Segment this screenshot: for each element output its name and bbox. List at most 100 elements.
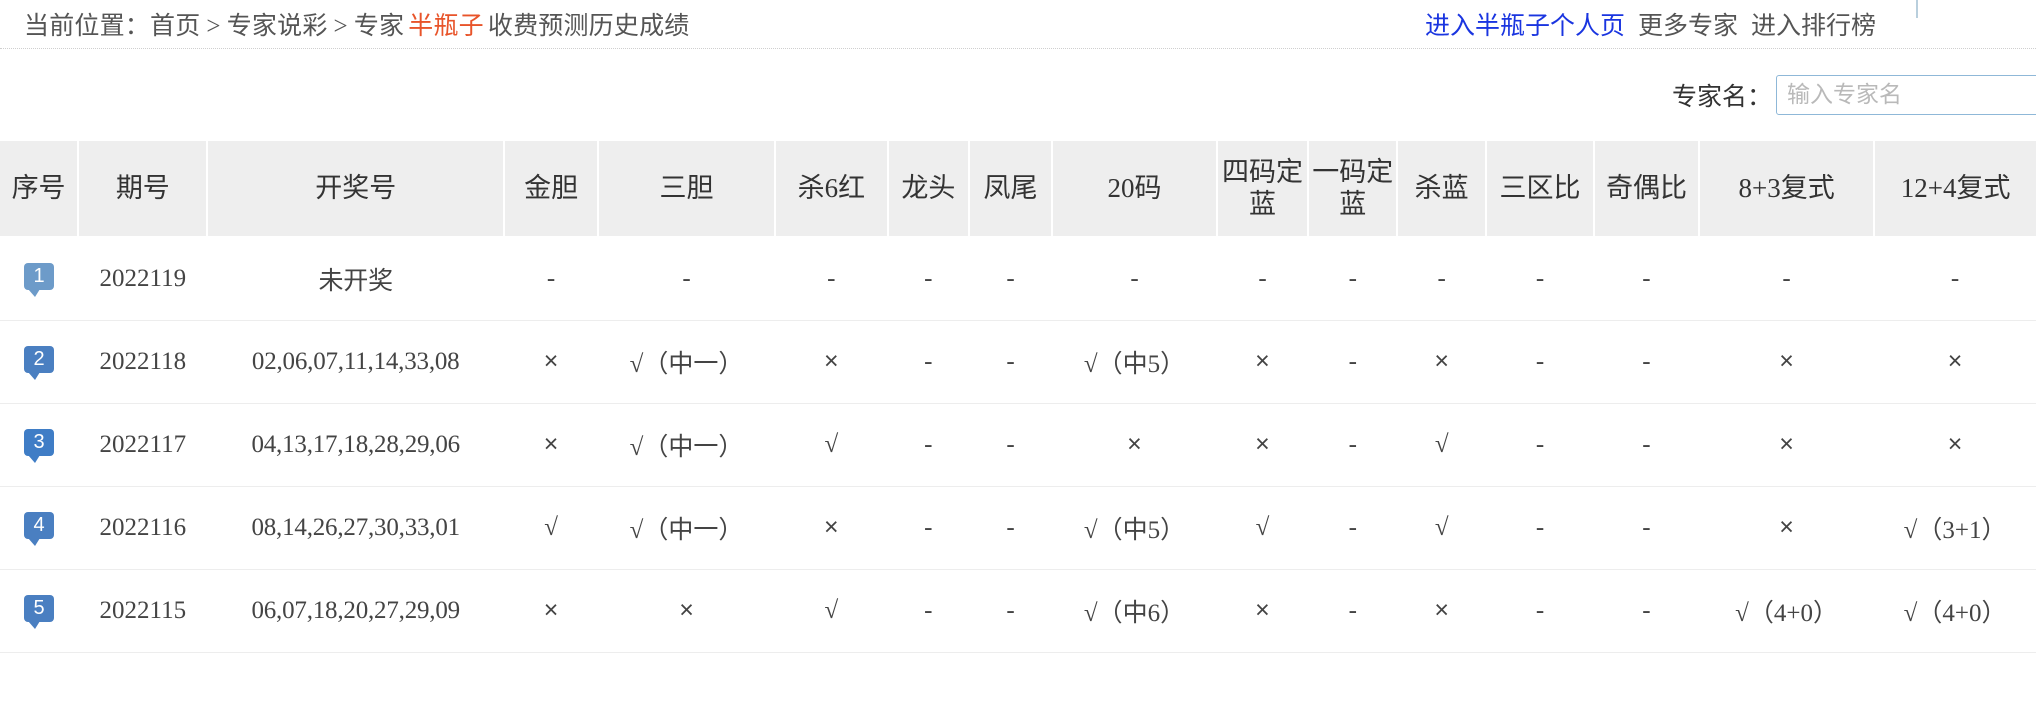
sequence-number: 1 <box>33 265 45 288</box>
sequence-badge-wrap: 3 <box>24 427 55 463</box>
row-sequence-cell: 2 <box>0 320 79 404</box>
row-result-cell: - <box>887 237 969 321</box>
row-result-cell: - <box>1308 403 1398 487</box>
row-result-cell: × <box>774 486 888 570</box>
sequence-badge-wrap: 5 <box>24 593 55 629</box>
row-result-cell: - <box>1699 237 1875 321</box>
row-result-cell: √ <box>774 569 888 653</box>
column-header-issue: 期号 <box>78 141 209 238</box>
expert-search-input[interactable] <box>1776 75 2036 115</box>
table-row[interactable]: 3 2022117 04,13,17,18,28,29,06 × √（中一） √ - - × × -… <box>0 403 2036 487</box>
sequence-badge: 4 <box>24 512 55 546</box>
row-result-cell: × <box>1216 403 1309 487</box>
column-header-8plus3: 8+3复式 <box>1699 141 1876 238</box>
row-result-cell: - <box>1593 569 1700 653</box>
breadcrumb-expert-label: 专家 <box>353 13 405 40</box>
row-result-cell: × <box>1874 403 2036 487</box>
sequence-badge: 2 <box>24 346 55 380</box>
sequence-number: 2 <box>33 348 45 370</box>
row-result-cell: - <box>1486 320 1594 404</box>
row-issue-cell: 2022118 <box>78 320 208 404</box>
sequence-badge: 1 <box>24 263 55 298</box>
table-header: 序号 期号 开奖号 金胆 三胆 杀6红 龙头 凤尾 20码 四码定蓝 一码定蓝 … <box>0 141 2036 238</box>
row-result-cell: √ <box>1397 486 1487 570</box>
column-header-20ma: 20码 <box>1052 141 1218 238</box>
row-result-cell: √（3+1） <box>1874 486 2036 570</box>
row-result-cell: × <box>1874 320 2036 404</box>
breadcrumb-expert-name: 半瓶子 <box>408 13 484 40</box>
row-result-cell: × <box>1052 403 1217 487</box>
table-row[interactable]: 4 2022116 08,14,26,27,30,33,01 √ √（中一） × - - √（中… <box>0 486 2036 570</box>
table-row[interactable]: 5 2022115 06,07,18,20,27,29,09 × × √ - - √（中6） × -… <box>0 569 2036 653</box>
enter-ranking-link[interactable]: 进入排行榜 <box>1750 13 1876 40</box>
column-header-jioubi: 奇偶比 <box>1593 141 1701 238</box>
row-result-cell: × <box>503 320 599 404</box>
sequence-badge: 5 <box>24 595 55 629</box>
table-header-row: 序号 期号 开奖号 金胆 三胆 杀6红 龙头 凤尾 20码 四码定蓝 一码定蓝 … <box>0 141 2036 238</box>
row-result-cell: × <box>503 403 599 487</box>
row-result-cell: - <box>887 320 969 404</box>
row-issue-cell: 2022117 <box>78 403 208 487</box>
row-result-cell: × <box>1397 569 1487 653</box>
row-result-cell: × <box>503 569 599 653</box>
row-result-cell: - <box>1308 237 1398 321</box>
row-result-cell: √ <box>1216 486 1309 570</box>
row-result-cell: √（中5） <box>1052 486 1217 570</box>
row-result-cell: - <box>1593 403 1700 487</box>
row-result-cell: - <box>1593 320 1700 404</box>
sequence-badge-wrap: 4 <box>24 510 55 546</box>
row-result-cell: × <box>1216 320 1309 404</box>
row-result-cell: × <box>1216 569 1309 653</box>
row-sequence-cell: 1 <box>0 237 79 321</box>
row-result-cell: - <box>1216 237 1309 321</box>
row-result-cell: √（中一） <box>598 403 775 487</box>
breadcrumb-section-link[interactable]: 专家说彩 <box>226 13 328 40</box>
row-result-cell: √（中6） <box>1052 569 1217 653</box>
table-row[interactable]: 2 2022118 02,06,07,11,14,33,08 × √（中一） × - - √（中… <box>0 320 2036 404</box>
column-header-jindan: 金胆 <box>503 141 600 238</box>
row-sequence-cell: 4 <box>0 486 79 570</box>
column-header-yimadinglan: 一码定蓝 <box>1308 141 1399 238</box>
table-row[interactable]: 1 2022119 未开奖 - - - - - - - - - - - - - <box>0 237 2036 321</box>
row-issue-cell: 2022116 <box>78 486 208 570</box>
more-experts-link[interactable]: 更多专家 <box>1637 13 1738 40</box>
column-header-shalan: 杀蓝 <box>1397 141 1488 238</box>
row-result-cell: √ <box>774 403 888 487</box>
breadcrumb-separator-2: > <box>333 13 348 40</box>
row-result-cell: - <box>968 486 1053 570</box>
column-header-sha6hong: 杀6红 <box>774 141 889 238</box>
row-result-cell: √ <box>1397 403 1487 487</box>
row-result-cell: - <box>968 569 1053 653</box>
row-result-cell: - <box>1308 486 1398 570</box>
row-result-cell: - <box>1593 486 1700 570</box>
caret-marker <box>1916 0 1918 18</box>
breadcrumb-suffix: 收费预测历史成绩 <box>487 13 690 40</box>
prediction-history-table: 序号 期号 开奖号 金胆 三胆 杀6红 龙头 凤尾 20码 四码定蓝 一码定蓝 … <box>0 141 2036 653</box>
sequence-number: 4 <box>33 514 45 536</box>
row-result-cell: - <box>1486 569 1594 653</box>
expert-search-label: 专家名： <box>1671 84 1772 111</box>
row-result-cell: - <box>1397 237 1487 321</box>
table-body: 1 2022119 未开奖 - - - - - - - - - - - - -2 2022118 02,06,07… <box>0 237 2036 653</box>
breadcrumb-home-link[interactable]: 首页 <box>150 13 201 40</box>
row-result-cell: - <box>887 569 969 653</box>
column-header-12plus4: 12+4复式 <box>1874 141 2036 238</box>
row-result-cell: × <box>1397 320 1487 404</box>
column-header-longtou: 龙头 <box>887 141 970 238</box>
row-result-cell: - <box>1308 320 1398 404</box>
sequence-number: 3 <box>33 431 45 453</box>
sequence-badge: 3 <box>24 429 55 463</box>
row-result-cell: - <box>1593 237 1700 321</box>
sequence-badge-wrap: 2 <box>24 344 55 380</box>
row-result-cell: × <box>598 569 775 653</box>
breadcrumb-separator-1: > <box>206 13 221 40</box>
row-result-cell: × <box>774 320 888 404</box>
row-draw-number-cell: 06,07,18,20,27,29,09 <box>207 569 504 653</box>
row-sequence-cell: 5 <box>0 569 79 653</box>
sequence-badge-wrap: 1 <box>24 261 55 298</box>
row-result-cell: √（中一） <box>598 320 775 404</box>
enter-expert-page-link[interactable]: 进入半瓶子个人页 <box>1424 13 1625 40</box>
sequence-number: 5 <box>33 597 45 619</box>
row-draw-number-cell: 未开奖 <box>207 237 504 321</box>
column-header-simadinglan: 四码定蓝 <box>1216 141 1310 238</box>
